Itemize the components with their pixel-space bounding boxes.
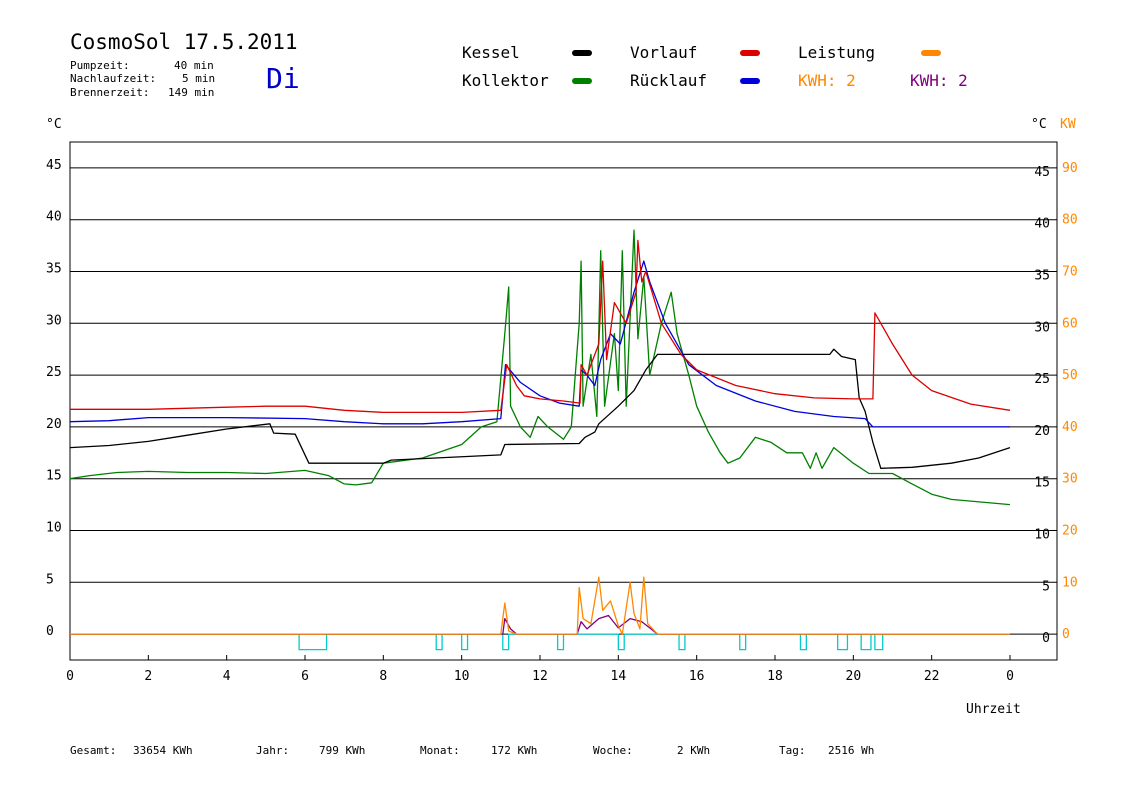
legend-vorlauf-label: Vorlauf: [630, 43, 698, 62]
left-axis-unit: °C: [46, 117, 62, 132]
footer-gesamt-label: Gesamt:: [70, 744, 117, 757]
footer-monat-value: 172 KWh: [491, 744, 538, 757]
y-tick-label-45: 45: [46, 158, 62, 173]
info-pumpzeit-label: Pumpzeit:: [70, 59, 130, 72]
x-tick-label-6: 12: [532, 669, 548, 684]
y-right-tick-label-0: 0: [1042, 631, 1050, 646]
y-tick-label-25: 25: [46, 365, 62, 380]
legend-leistung-label: Leistung: [798, 43, 876, 62]
x-tick-label-12: 0: [1006, 669, 1014, 684]
y-right-tick-label-35: 35: [1034, 269, 1050, 284]
legend-vorlauf-swatch: [740, 50, 760, 56]
y2-tick-label-40: 40: [1062, 420, 1078, 435]
info-pumpzeit-value: 40 min: [174, 59, 214, 72]
footer-monat-label: Monat:: [420, 744, 460, 757]
series-line-kwh2: [70, 614, 1010, 635]
y-right-tick-label-25: 25: [1034, 372, 1050, 387]
legend-kessel-label: Kessel: [462, 43, 520, 62]
info-brennerzeit-label: Brennerzeit:: [70, 86, 150, 99]
x-tick-label-4: 8: [379, 669, 387, 684]
legend-ruecklauf-swatch: [740, 78, 760, 84]
pump-signal-line: [70, 633, 1010, 651]
y-tick-label-10: 10: [46, 521, 62, 536]
footer-woche-value: 2 KWh: [677, 744, 711, 757]
footer-jahr-value: 799 KWh: [319, 744, 366, 757]
y-right-tick-label-10: 10: [1034, 528, 1050, 543]
chart-title: CosmoSol 17.5.2011: [70, 30, 298, 54]
info-nachlaufzeit-label: Nachlaufzeit:: [70, 72, 157, 85]
footer-tag-value: 2516 Wh: [828, 744, 875, 757]
y-tick-label-35: 35: [46, 262, 62, 277]
y2-tick-label-60: 60: [1062, 316, 1078, 331]
x-tick-label-10: 20: [846, 669, 862, 684]
x-tick-label-2: 4: [223, 669, 231, 684]
x-tick-label-8: 16: [689, 669, 705, 684]
y2-tick-label-90: 90: [1062, 161, 1078, 176]
y-right-tick-label-40: 40: [1034, 217, 1050, 232]
x-tick-label-1: 2: [144, 669, 152, 684]
y-tick-label-5: 5: [46, 572, 54, 587]
y-right-tick-label-15: 15: [1034, 476, 1050, 491]
info-brennerzeit-value: 149 min: [168, 86, 215, 99]
series-line-kessel: [69, 348, 1011, 469]
y-right-tick-label-20: 20: [1034, 424, 1050, 439]
y2-tick-label-20: 20: [1062, 524, 1078, 539]
series-line-vorlauf: [70, 239, 1011, 414]
x-tick-label-0: 0: [66, 669, 74, 684]
legend-leistung-swatch: [921, 50, 941, 56]
footer-tag-label: Tag:: [779, 744, 806, 757]
series-line-leistung: [70, 576, 1010, 635]
right-axis-unit-kw: KW: [1060, 117, 1076, 132]
y-tick-label-40: 40: [46, 210, 62, 225]
weekday-label: Di: [266, 62, 300, 95]
x-tick-label-5: 10: [454, 669, 470, 684]
legend-kollektor-label: Kollektor: [462, 71, 549, 90]
legend-kwh1-label: KWH: 2: [798, 71, 856, 90]
y-tick-label-30: 30: [46, 313, 62, 328]
series-line-kollektor: [69, 229, 1011, 506]
footer-gesamt-value: 33654 KWh: [133, 744, 193, 757]
info-nachlaufzeit-value: 5 min: [182, 72, 216, 85]
footer-jahr-label: Jahr:: [256, 744, 290, 757]
y-right-tick-label-45: 45: [1034, 165, 1050, 180]
y2-tick-label-80: 80: [1062, 213, 1078, 228]
y2-tick-label-70: 70: [1062, 265, 1078, 280]
x-tick-label-3: 6: [301, 669, 309, 684]
right-axis-unit: °C: [1031, 117, 1047, 132]
y-tick-label-20: 20: [46, 417, 62, 432]
legend-kollektor-swatch: [572, 78, 592, 84]
y-tick-label-0: 0: [46, 624, 54, 639]
legend-ruecklauf-label: Rücklauf: [630, 71, 708, 90]
y2-tick-label-50: 50: [1062, 368, 1078, 383]
plot-frame: [69, 141, 1058, 661]
series-line-ruecklauf: [69, 260, 1010, 428]
y2-tick-label-0: 0: [1062, 627, 1070, 642]
y-right-tick-label-5: 5: [1042, 579, 1050, 594]
x-axis-label: Uhrzeit: [966, 702, 1021, 717]
y2-tick-label-10: 10: [1062, 575, 1078, 590]
footer-woche-label: Woche:: [593, 744, 633, 757]
legend-kwh2-label: KWH: 2: [910, 71, 968, 90]
y-tick-label-15: 15: [46, 469, 62, 484]
legend-kessel-swatch: [572, 50, 592, 56]
y-right-tick-label-30: 30: [1034, 320, 1050, 335]
x-tick-label-7: 14: [611, 669, 627, 684]
x-tick-label-11: 22: [924, 669, 940, 684]
x-tick-label-9: 18: [767, 669, 783, 684]
y2-tick-label-30: 30: [1062, 472, 1078, 487]
